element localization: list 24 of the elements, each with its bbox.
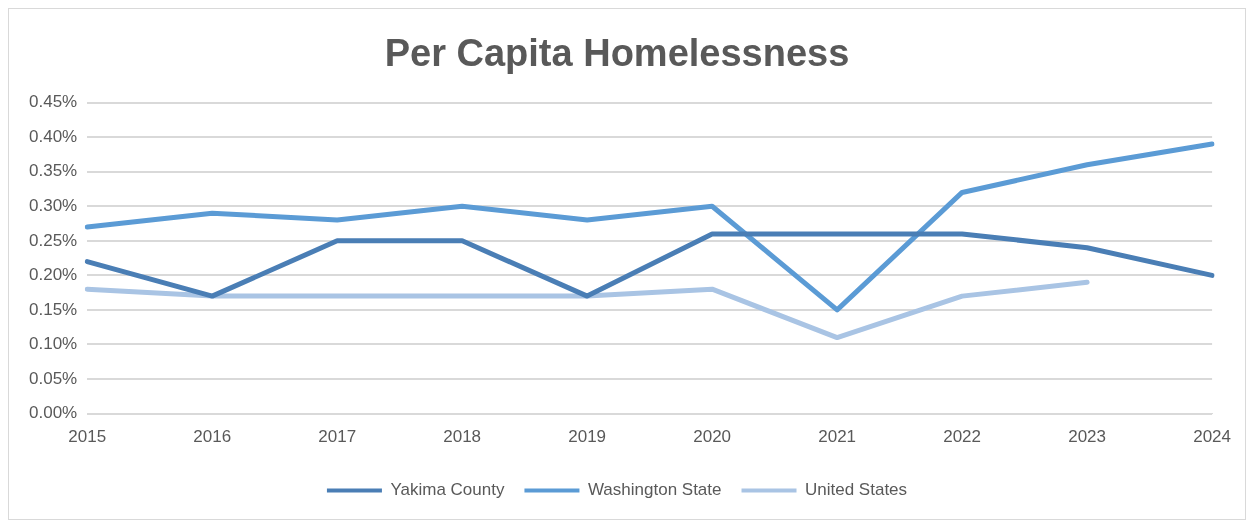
- legend-label: United States: [805, 480, 908, 500]
- y-tick-label: 0.30%: [29, 195, 78, 215]
- x-tick-label: 2018: [443, 427, 482, 447]
- y-tick-label: 0.35%: [29, 161, 78, 181]
- legend-label: Washington State: [587, 480, 722, 500]
- x-tick-label: 2020: [693, 427, 732, 447]
- y-tick-label: 0.10%: [29, 334, 78, 354]
- chart-title: Per Capita Homelessness: [384, 32, 850, 75]
- y-tick-label: 0.40%: [29, 126, 78, 146]
- y-tick-label: 0.15%: [29, 299, 78, 319]
- x-tick-label: 2016: [193, 427, 232, 447]
- x-tick-label: 2022: [943, 427, 982, 447]
- y-tick-label: 0.05%: [29, 368, 78, 388]
- y-tick-label: 0.25%: [29, 230, 78, 250]
- y-tick-label: 0.20%: [29, 265, 78, 285]
- x-tick-label: 2017: [318, 427, 357, 447]
- legend-label: Yakima County: [390, 480, 505, 500]
- x-tick-label: 2019: [568, 427, 607, 447]
- x-tick-label: 2024: [1193, 427, 1231, 447]
- y-tick-label: 0.00%: [29, 403, 78, 423]
- y-tick-label: 0.45%: [29, 92, 78, 112]
- x-tick-label: 2021: [818, 427, 857, 447]
- x-tick-label: 2015: [68, 427, 107, 447]
- x-tick-label: 2023: [1068, 427, 1107, 447]
